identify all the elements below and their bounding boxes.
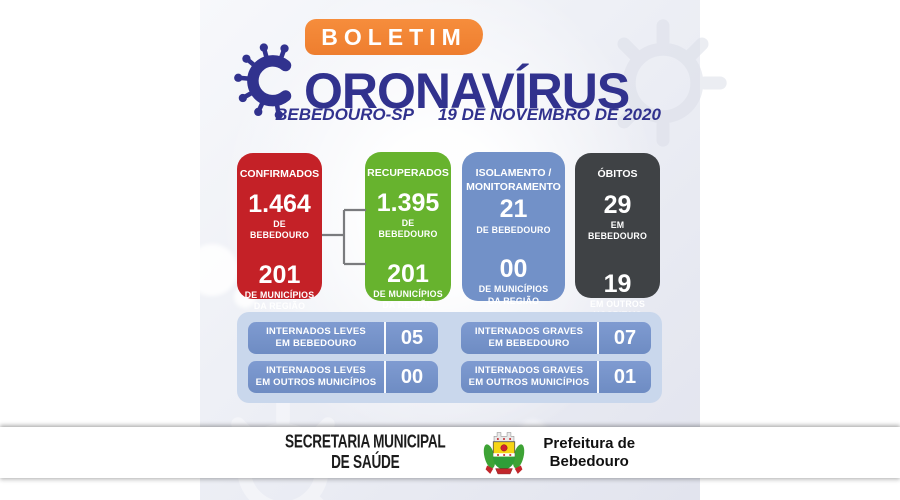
card-sublabel: DE MUNICÍPIOS DA REGIÃO (478, 284, 549, 306)
card-sublabel: DE BEBEDOURO (378, 217, 438, 240)
pill-value: 07 (597, 322, 651, 354)
card-title: RECUPERADOS (367, 167, 449, 179)
card-sublabel: DE MUNICÍPIOS DA REGIÃO (373, 288, 443, 311)
card-title: ÓBITOS (597, 168, 638, 180)
recovered-region-count: 201 (387, 259, 429, 288)
city-label: BEBEDOURO-SP (275, 105, 414, 124)
pill-internados-graves-outros: INTERNADOS GRAVES EM OUTROS MUNICÍPIOS 0… (461, 361, 651, 393)
card-isolamento-monitoramento: ISOLAMENTO / MONITORAMENTO 21 DE BEBEDOU… (462, 152, 565, 306)
pill-internados-graves-bebedouro: INTERNADOS GRAVES EM BEBEDOURO 07 (461, 322, 651, 354)
pill-value: 00 (384, 361, 438, 393)
pill-label: INTERNADOS LEVES EM OUTROS MUNICÍPIOS (255, 365, 377, 388)
bulletin-subtitle: BEBEDOURO-SP 19 DE NOVEMBRO DE 2020 (218, 105, 718, 125)
department-name: SECRETARIA MUNICIPAL DE SAÚDE (284, 431, 446, 474)
card-confirmados: CONFIRMADOS 1.464 DE BEBEDOURO 201 DE MU… (237, 153, 322, 311)
bebedouro-coat-of-arms-icon (484, 431, 525, 474)
confirmed-bebedouro-count: 1.464 (248, 189, 311, 218)
pill-value: 01 (597, 361, 651, 393)
footer-bar: SECRETARIA MUNICIPAL DE SAÚDE Prefeitura… (0, 427, 900, 478)
date-label: 19 DE NOVEMBRO DE 2020 (437, 105, 661, 124)
confirmed-region-count: 201 (258, 260, 301, 289)
pill-label: INTERNADOS LEVES EM BEBEDOURO (266, 326, 366, 349)
coronavirus-title: ORONAVÍRUS (230, 28, 630, 126)
bulletin-poster: BOLETIM ORONAVÍRUS (186, 0, 727, 500)
boletim-badge: BOLETIM (305, 19, 483, 55)
deaths-bebedouro-count: 29 (603, 190, 632, 219)
pill-label: INTERNADOS GRAVES EM OUTROS MUNICÍPIOS (468, 365, 590, 388)
bokeh-circle (186, 244, 238, 296)
pill-internados-leves-outros: INTERNADOS LEVES EM OUTROS MUNICÍPIOS 00 (248, 361, 438, 393)
card-obitos: ÓBITOS 29 EM BEBEDOURO 19 EM OUTROS HOSP… (575, 153, 660, 320)
card-title: CONFIRMADOS (239, 168, 320, 180)
deaths-other-hospitals-count: 19 (603, 269, 632, 298)
card-sublabel: DE BEBEDOURO (250, 218, 309, 241)
pill-value: 05 (384, 322, 438, 354)
card-title: ISOLAMENTO / MONITORAMENTO (466, 167, 561, 193)
boletim-badge-label: BOLETIM (321, 23, 467, 50)
recovered-bebedouro-count: 1.395 (376, 188, 440, 217)
pill-internados-leves-bebedouro: INTERNADOS LEVES EM BEBEDOURO 05 (248, 322, 438, 354)
confirmed-recovered-connector (322, 208, 366, 266)
card-sublabel: DE MUNICÍPIOS DA REGIÃO (244, 289, 315, 312)
coronavirus-title-text: ORONAVÍRUS (304, 63, 630, 119)
card-sublabel: EM BEBEDOURO (588, 219, 647, 242)
card-sublabel: DE BEBEDOURO (476, 224, 551, 235)
coronavirus-virus-icon (234, 43, 292, 119)
pill-label: INTERNADOS GRAVES EM BEBEDOURO (474, 326, 584, 349)
prefeitura-name: Prefeitura de Bebedouro (543, 434, 636, 470)
isolation-bebedouro-count: 21 (499, 195, 528, 224)
card-recuperados: RECUPERADOS 1.395 DE BEBEDOURO 201 DE MU… (365, 152, 451, 310)
isolation-region-count: 00 (499, 254, 528, 283)
hospitalized-panel: INTERNADOS LEVES EM BEBEDOURO 05 INTERNA… (237, 312, 662, 403)
